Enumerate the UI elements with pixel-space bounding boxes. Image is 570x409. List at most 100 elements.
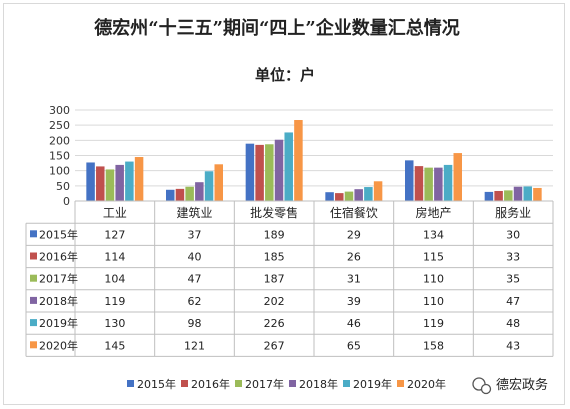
data-label: 65 — [347, 339, 361, 352]
data-label: 30 — [506, 228, 520, 241]
legend-swatch — [181, 380, 188, 387]
data-label: 31 — [347, 273, 361, 286]
data-label: 46 — [347, 317, 361, 330]
data-label: 43 — [506, 339, 520, 352]
table-legend-key — [30, 341, 37, 349]
legend-item: 2019年 — [353, 377, 392, 391]
bar — [354, 189, 363, 201]
data-label: 158 — [423, 339, 444, 352]
bar — [504, 190, 513, 201]
x-tick-label: 服务业 — [495, 205, 531, 220]
grid-lines — [75, 109, 553, 202]
data-label: 119 — [423, 317, 444, 330]
legend-item: 2016年 — [191, 377, 230, 391]
bar — [513, 186, 523, 201]
table-legend-key — [30, 319, 37, 327]
data-label: 202 — [264, 295, 285, 308]
table-series-label: 2015年 — [39, 227, 78, 241]
bar — [265, 144, 274, 201]
bar — [86, 162, 95, 201]
data-label: 33 — [506, 251, 520, 264]
data-label: 47 — [506, 295, 520, 308]
data-label: 115 — [423, 251, 444, 264]
bar — [453, 153, 462, 201]
bar — [414, 166, 424, 201]
data-label: 26 — [347, 251, 361, 264]
chart-title: 德宏州“十三五”期间“四上”企业数量汇总情况 — [94, 17, 459, 39]
legend-item: 2017年 — [245, 377, 284, 391]
bar — [195, 182, 204, 201]
legend-swatch — [289, 380, 296, 387]
bars — [86, 120, 542, 201]
data-label: 47 — [188, 273, 202, 286]
data-label: 134 — [423, 228, 444, 241]
bar — [364, 187, 373, 201]
data-label: 145 — [104, 339, 125, 352]
table-series-label: 2018年 — [39, 294, 78, 308]
data-label: 29 — [347, 228, 361, 241]
data-label: 267 — [264, 339, 285, 352]
bar — [245, 143, 255, 201]
watermark: 德宏政务 — [472, 377, 548, 395]
data-label: 48 — [506, 317, 520, 330]
bar — [255, 144, 264, 201]
x-tick-label: 住宿餐饮 — [330, 205, 378, 220]
bar — [185, 186, 194, 201]
data-label: 62 — [188, 295, 202, 308]
table-series-label: 2020年 — [39, 338, 78, 352]
legend-swatch — [127, 380, 134, 387]
y-tick-label: 100 — [49, 165, 70, 178]
wechat-icon-bubble — [480, 383, 492, 395]
y-tick-label: 50 — [56, 180, 70, 193]
x-tick-label: 批发零售 — [250, 205, 298, 220]
data-table: 工业 建筑业 批发零售 住宿餐饮 房地产 服务业 2015年 127 37 189 29 134 30 2… — [25, 200, 554, 357]
data-label: 127 — [104, 228, 125, 241]
data-label: 189 — [264, 228, 285, 241]
legend-swatch — [397, 380, 404, 387]
bar — [105, 169, 115, 201]
bar — [284, 132, 293, 201]
table-series-label: 2017年 — [39, 272, 78, 286]
data-label: 110 — [423, 273, 444, 286]
table-legend-key — [30, 274, 37, 282]
data-label: 98 — [188, 317, 202, 330]
bar — [335, 193, 344, 201]
data-label: 130 — [104, 317, 125, 330]
chart-frame — [3, 3, 565, 405]
bar — [494, 190, 503, 201]
data-label: 35 — [506, 273, 520, 286]
bar — [115, 164, 124, 201]
y-tick-label: 250 — [49, 119, 70, 132]
bar — [294, 120, 303, 201]
data-label: 121 — [184, 339, 205, 352]
data-label: 39 — [347, 295, 361, 308]
table-legend-key — [30, 230, 37, 238]
bar — [134, 157, 144, 201]
data-label: 185 — [264, 251, 285, 264]
legend-swatch — [343, 380, 350, 387]
bar — [166, 189, 175, 201]
data-label: 119 — [104, 295, 125, 308]
legend-item: 2018年 — [299, 377, 338, 391]
data-label: 40 — [188, 251, 202, 264]
table-legend-key — [30, 252, 37, 260]
bar — [424, 167, 433, 201]
data-label: 226 — [264, 317, 285, 330]
y-tick-label: 200 — [49, 134, 70, 147]
bar — [373, 181, 383, 201]
table-legend-key — [30, 296, 37, 304]
bar — [96, 166, 105, 201]
bar — [214, 164, 223, 201]
legend: 2015年 2016年 2017年 2018年 2019年 2020年 — [127, 377, 446, 391]
chart-subtitle: 单位：户 — [255, 66, 315, 84]
legend-item: 2015年 — [137, 377, 176, 391]
table-series-label: 2019年 — [39, 316, 78, 330]
bar — [523, 186, 532, 201]
data-label: 110 — [423, 295, 444, 308]
x-tick-label: 工业 — [103, 206, 127, 220]
bar — [405, 160, 414, 201]
bar — [204, 171, 214, 201]
data-label: 187 — [264, 273, 285, 286]
